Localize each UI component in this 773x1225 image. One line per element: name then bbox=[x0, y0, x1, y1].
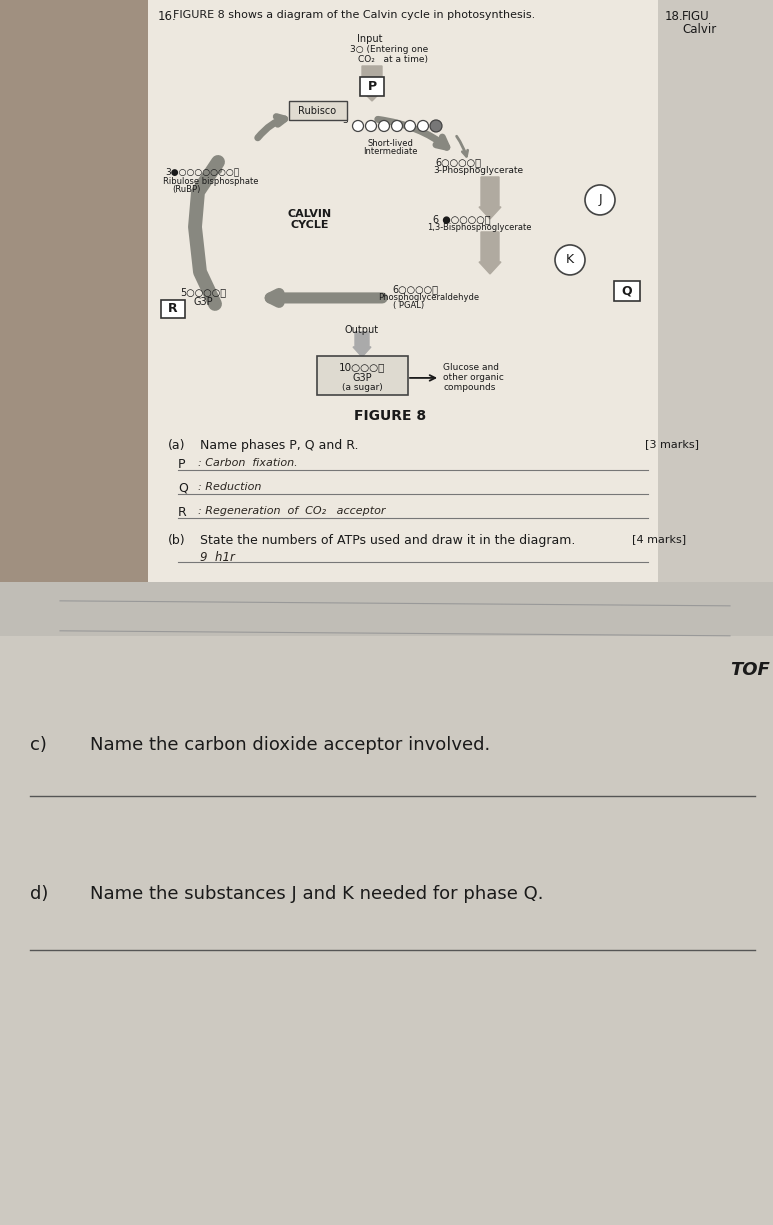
Text: 9  h1r: 9 h1r bbox=[200, 551, 235, 564]
Circle shape bbox=[417, 120, 428, 131]
Text: 10○○○Ⓟ: 10○○○Ⓟ bbox=[339, 361, 385, 372]
Text: Short-lived: Short-lived bbox=[367, 138, 413, 148]
Circle shape bbox=[379, 120, 390, 131]
Text: Q: Q bbox=[621, 284, 632, 298]
FancyArrow shape bbox=[479, 232, 501, 274]
FancyBboxPatch shape bbox=[360, 77, 384, 96]
Text: Rubisco: Rubisco bbox=[298, 107, 336, 116]
Text: Q: Q bbox=[178, 481, 188, 495]
FancyBboxPatch shape bbox=[148, 0, 658, 582]
FancyBboxPatch shape bbox=[658, 0, 773, 582]
FancyBboxPatch shape bbox=[161, 300, 185, 318]
Text: P: P bbox=[178, 458, 186, 470]
Text: : Carbon  fixation.: : Carbon fixation. bbox=[198, 458, 298, 468]
FancyBboxPatch shape bbox=[0, 582, 773, 636]
Text: Name the substances J and K needed for phase Q.: Name the substances J and K needed for p… bbox=[90, 886, 543, 904]
Text: 3: 3 bbox=[342, 116, 348, 125]
Text: : Reduction: : Reduction bbox=[198, 481, 261, 492]
Text: CO₂   at a time): CO₂ at a time) bbox=[358, 55, 428, 64]
Text: Phosphoglyceraldehyde: Phosphoglyceraldehyde bbox=[378, 293, 479, 301]
FancyBboxPatch shape bbox=[288, 102, 346, 120]
Text: 3●○○○○○○○Ⓟ: 3●○○○○○○○Ⓟ bbox=[165, 167, 239, 176]
Text: G3P: G3P bbox=[193, 296, 213, 307]
Text: CALVIN: CALVIN bbox=[288, 209, 332, 219]
Text: (b): (b) bbox=[168, 534, 186, 546]
Text: d): d) bbox=[30, 886, 49, 904]
Text: 18.: 18. bbox=[665, 10, 683, 23]
Text: State the numbers of ATPs used and draw it in the diagram.: State the numbers of ATPs used and draw … bbox=[200, 534, 575, 546]
Text: Intermediate: Intermediate bbox=[363, 147, 417, 156]
Text: FIGU: FIGU bbox=[682, 10, 710, 23]
Text: 16.: 16. bbox=[158, 10, 177, 23]
Text: (a): (a) bbox=[168, 439, 186, 452]
Text: other organic: other organic bbox=[443, 374, 504, 382]
Circle shape bbox=[555, 245, 585, 274]
Text: : Regeneration  of  CO₂   acceptor: : Regeneration of CO₂ acceptor bbox=[198, 506, 386, 516]
Text: (a sugar): (a sugar) bbox=[342, 383, 383, 392]
FancyBboxPatch shape bbox=[0, 636, 773, 1225]
Circle shape bbox=[430, 120, 442, 132]
Text: 6○○○○Ⓟ: 6○○○○Ⓟ bbox=[392, 284, 438, 294]
Text: 5○○○○Ⓟ: 5○○○○Ⓟ bbox=[180, 287, 226, 296]
Text: Name phases P, Q and R.: Name phases P, Q and R. bbox=[200, 439, 359, 452]
Text: Name the carbon dioxide acceptor involved.: Name the carbon dioxide acceptor involve… bbox=[90, 736, 490, 753]
Text: 3○ (Entering one: 3○ (Entering one bbox=[350, 45, 428, 54]
Text: R: R bbox=[169, 303, 178, 315]
Text: CYCLE: CYCLE bbox=[291, 220, 329, 230]
Circle shape bbox=[404, 120, 416, 131]
Text: Calvir: Calvir bbox=[682, 23, 717, 36]
Circle shape bbox=[366, 120, 376, 131]
Text: R: R bbox=[178, 506, 187, 519]
FancyBboxPatch shape bbox=[316, 356, 407, 396]
Circle shape bbox=[585, 185, 615, 214]
Circle shape bbox=[352, 120, 363, 131]
Text: G3P: G3P bbox=[352, 372, 372, 383]
Text: Output: Output bbox=[345, 325, 379, 334]
Text: FIGURE 8 shows a diagram of the Calvin cycle in photosynthesis.: FIGURE 8 shows a diagram of the Calvin c… bbox=[173, 10, 535, 20]
Text: P: P bbox=[367, 81, 376, 93]
FancyArrow shape bbox=[360, 66, 384, 100]
Text: Input: Input bbox=[357, 34, 383, 44]
Circle shape bbox=[391, 120, 403, 131]
FancyBboxPatch shape bbox=[614, 281, 640, 301]
Text: 3-Phosphoglycerate: 3-Phosphoglycerate bbox=[433, 165, 523, 175]
Text: 6○○○○Ⓟ: 6○○○○Ⓟ bbox=[435, 157, 481, 167]
Text: ( PGAL): ( PGAL) bbox=[393, 301, 424, 310]
Text: compounds: compounds bbox=[443, 383, 495, 392]
FancyArrow shape bbox=[353, 332, 371, 356]
Text: [4 marks]: [4 marks] bbox=[632, 534, 686, 544]
Text: K: K bbox=[566, 254, 574, 267]
FancyBboxPatch shape bbox=[0, 0, 148, 582]
Text: Ribulose bisphosphate: Ribulose bisphosphate bbox=[163, 176, 258, 186]
Text: J: J bbox=[598, 194, 602, 207]
Text: [3 marks]: [3 marks] bbox=[645, 439, 699, 448]
Text: FIGURE 8: FIGURE 8 bbox=[354, 409, 426, 423]
Text: TOF: TOF bbox=[730, 660, 770, 679]
FancyArrow shape bbox=[479, 176, 501, 219]
Text: 6 ●○○○○Ⓟ: 6 ●○○○○Ⓟ bbox=[433, 214, 491, 224]
Text: (RuBP): (RuBP) bbox=[172, 185, 200, 194]
Text: c): c) bbox=[30, 736, 47, 753]
Text: Glucose and: Glucose and bbox=[443, 364, 499, 372]
Text: 1,3-Bisphosphoglycerate: 1,3-Bisphosphoglycerate bbox=[427, 223, 532, 232]
